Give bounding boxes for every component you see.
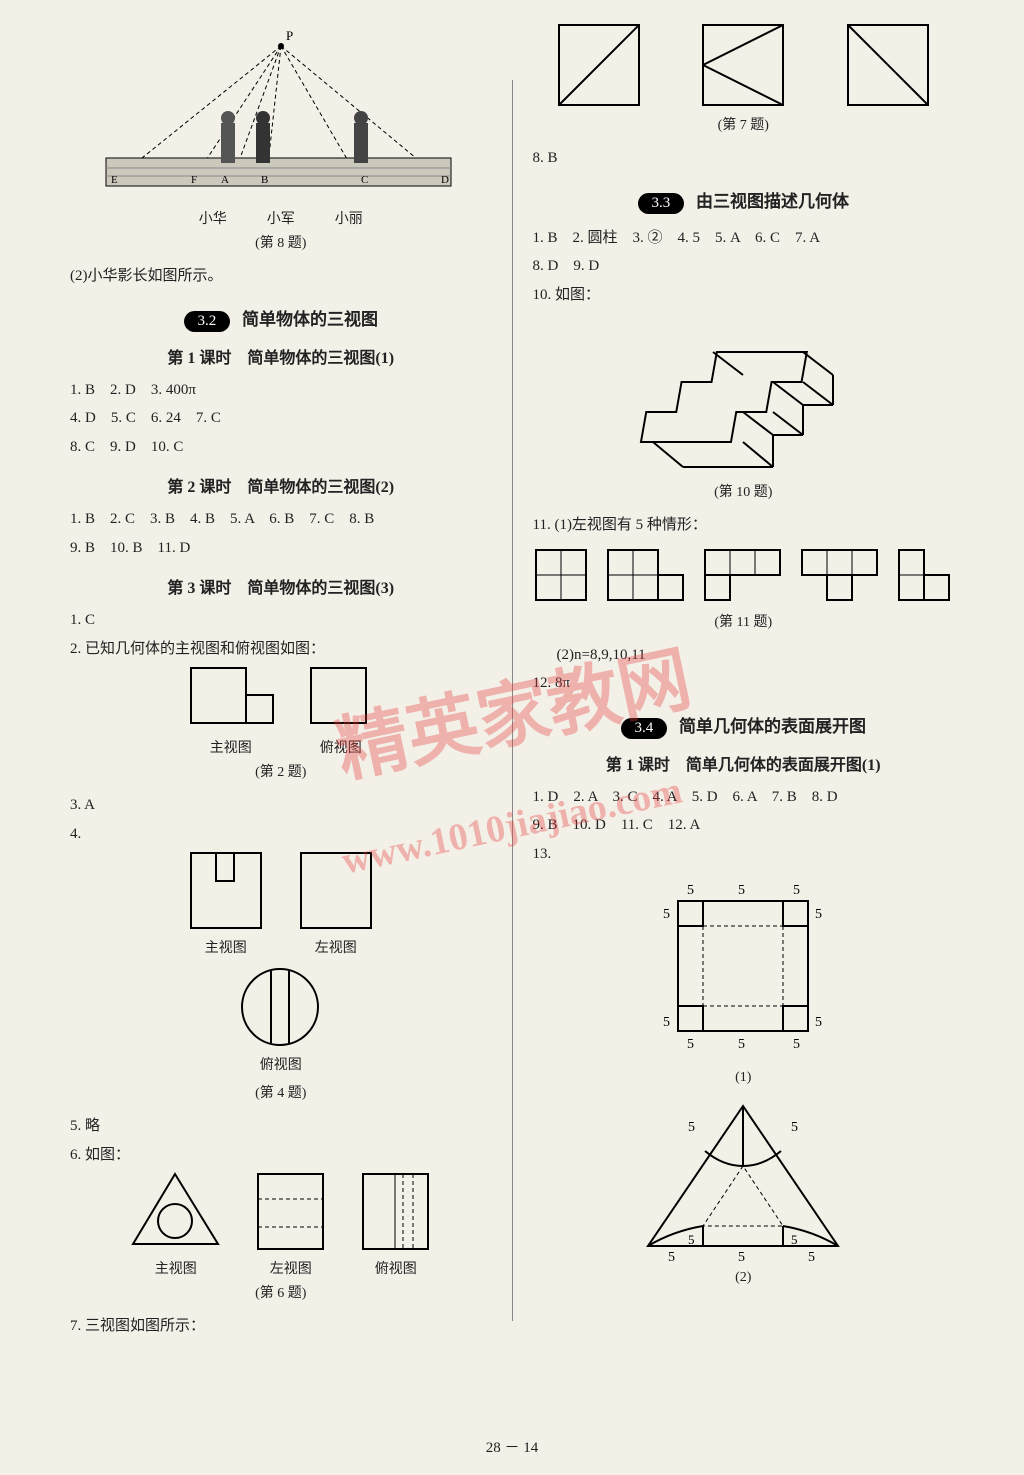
sec33-line2: 8. D 9. D <box>533 252 955 281</box>
svg-text:5: 5 <box>663 907 670 922</box>
figure-8-caption: (第 8 题) <box>70 232 492 252</box>
q8-note: (2)小华影长如图所示。 <box>70 262 492 291</box>
q6-views: 主视图 左视图 俯视图 <box>70 1169 492 1278</box>
svg-text:5: 5 <box>738 883 745 898</box>
section-3-3-header: 3.3 由三视图描述几何体 <box>533 187 955 214</box>
q7-caption: (第 7 题) <box>533 114 955 134</box>
svg-text:5: 5 <box>668 1250 675 1265</box>
q4-top-view: 俯视图 <box>70 965 492 1074</box>
right-column: (第 7 题) 8. B 3.3 由三视图描述几何体 1. B 2. 圆柱 3.… <box>523 20 965 1341</box>
svg-text:5: 5 <box>815 1015 822 1030</box>
lesson-2-title: 第 2 课时 简单物体的三视图(2) <box>70 473 492 497</box>
section-pill-3-2: 3.2 <box>184 311 231 332</box>
lesson-1-answers-1: 1. B 2. D 3. 400π <box>70 376 492 405</box>
section-3-4-header: 3.4 简单几何体的表面展开图 <box>533 712 955 739</box>
svg-text:5: 5 <box>793 883 800 898</box>
lesson-3-title: 第 3 课时 简单物体的三视图(3) <box>70 574 492 598</box>
q4-view-b: 左视图 <box>296 937 376 957</box>
q3-6: 6. 如图： <box>70 1141 492 1170</box>
q13-sub2: (2) <box>533 1270 955 1286</box>
svg-text:5: 5 <box>688 1232 695 1247</box>
name-1: 小华 <box>199 208 227 228</box>
point-p-label: P <box>286 28 293 43</box>
svg-text:5: 5 <box>663 1015 670 1030</box>
sec33-line3: 10. 如图： <box>533 281 955 310</box>
sec33-line4: 11. (1)左视图有 5 种情形： <box>533 511 955 540</box>
q7-figures <box>533 20 955 110</box>
sec34-sub1: 第 1 课时 简单几何体的表面展开图(1) <box>533 751 955 775</box>
svg-text:5: 5 <box>738 1037 745 1052</box>
sec33-line1: 1. B 2. 圆柱 3. ② 4. 5 5. A 6. C 7. A <box>533 224 955 253</box>
q2-view-1: 主视图 <box>186 737 276 757</box>
q11-caption: (第 11 题) <box>533 611 955 631</box>
svg-text:5: 5 <box>793 1037 800 1052</box>
q6-caption: (第 6 题) <box>70 1282 492 1302</box>
svg-text:C: C <box>361 174 368 186</box>
q6-view-b: 左视图 <box>253 1258 328 1278</box>
left-column: P E <box>60 20 502 1341</box>
section-title-3-2: 简单物体的三视图 <box>242 310 378 329</box>
svg-text:5: 5 <box>815 907 822 922</box>
q13-label: 13. <box>533 840 955 869</box>
column-divider <box>512 80 513 1321</box>
lesson-2-answers-2: 9. B 10. B 11. D <box>70 534 492 563</box>
q8-answer: 8. B <box>533 144 955 173</box>
svg-text:E: E <box>111 174 118 186</box>
svg-text:5: 5 <box>687 883 694 898</box>
q13-figure-2: 5 5 5 5 5 5 5 (2) <box>533 1096 955 1286</box>
lesson-1-answers-2: 4. D 5. C 6. 24 7. C <box>70 404 492 433</box>
q3-5: 5. 略 <box>70 1112 492 1141</box>
svg-text:5: 5 <box>738 1250 745 1265</box>
sec33-line6: 12. 8π <box>533 669 955 698</box>
q4-caption: (第 4 题) <box>70 1082 492 1102</box>
svg-text:5: 5 <box>791 1120 798 1135</box>
svg-text:5: 5 <box>791 1232 798 1247</box>
section-3-2-header: 3.2 简单物体的三视图 <box>70 305 492 332</box>
section-title-3-3: 由三视图描述几何体 <box>696 192 849 211</box>
q11-figures <box>533 548 955 603</box>
q3-2: 2. 已知几何体的主视图和俯视图如图： <box>70 635 492 664</box>
q13-sub1: (1) <box>533 1070 955 1086</box>
svg-text:5: 5 <box>808 1250 815 1265</box>
q10-caption: (第 10 题) <box>533 481 955 501</box>
q4-views-top: 主视图 左视图 <box>70 848 492 957</box>
svg-text:F: F <box>191 174 197 186</box>
sec34-ans1: 1. D 2. A 3. C 4. A 5. D 6. A 7. B 8. D <box>533 783 955 812</box>
svg-text:A: A <box>221 174 229 186</box>
section-pill-3-4: 3.4 <box>621 718 668 739</box>
name-3: 小丽 <box>335 208 363 228</box>
q4-view-a: 主视图 <box>186 937 266 957</box>
sec33-line5: (2)n=8,9,10,11 <box>533 641 955 670</box>
q6-view-c: 俯视图 <box>358 1258 433 1278</box>
lesson-1-answers-3: 8. C 9. D 10. C <box>70 433 492 462</box>
q3-3: 3. A <box>70 791 492 820</box>
svg-text:D: D <box>441 174 449 186</box>
lesson-2-answers-1: 1. B 2. C 3. B 4. B 5. A 6. B 7. C 8. B <box>70 505 492 534</box>
lesson-1-title: 第 1 课时 简单物体的三视图(1) <box>70 344 492 368</box>
section-title-3-4: 简单几何体的表面展开图 <box>679 717 866 736</box>
q6-view-a: 主视图 <box>128 1258 223 1278</box>
svg-text:5: 5 <box>687 1037 694 1052</box>
sec34-ans2: 9. B 10. D 11. C 12. A <box>533 811 955 840</box>
q10-figure: (第 10 题) <box>533 317 955 501</box>
q3-7: 7. 三视图如图所示： <box>70 1312 492 1341</box>
section-pill-3-3: 3.3 <box>638 193 685 214</box>
q2-views: 主视图 俯视图 <box>70 663 492 757</box>
q4-view-c: 俯视图 <box>70 1054 492 1074</box>
svg-text:B: B <box>261 174 268 186</box>
q13-figure-1: 5 5 5 5 5 5 5 5 5 5 (1) <box>533 876 955 1086</box>
name-2: 小军 <box>267 208 295 228</box>
svg-text:5: 5 <box>688 1120 695 1135</box>
q2-view-2: 俯视图 <box>306 737 376 757</box>
q3-1: 1. C <box>70 606 492 635</box>
figure-8: P E <box>70 28 492 252</box>
q2-caption: (第 2 题) <box>70 761 492 781</box>
q3-4: 4. <box>70 820 492 849</box>
page-number: 28 － 14 <box>486 1436 539 1457</box>
